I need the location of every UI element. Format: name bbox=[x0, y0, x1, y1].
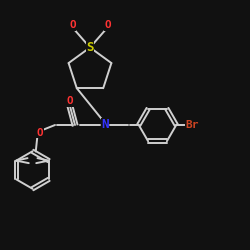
Text: O: O bbox=[104, 20, 111, 30]
Text: O: O bbox=[66, 96, 73, 106]
Text: S: S bbox=[86, 41, 94, 54]
Text: N: N bbox=[101, 118, 109, 132]
Text: Br: Br bbox=[186, 120, 199, 130]
Text: O: O bbox=[69, 20, 76, 30]
Text: O: O bbox=[36, 128, 44, 138]
